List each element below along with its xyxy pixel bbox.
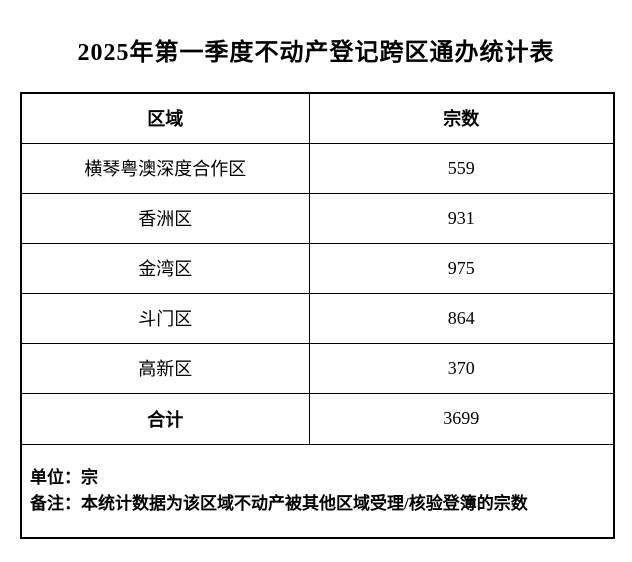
table-row: 高新区 370 <box>20 342 615 394</box>
unit-note: 单位：宗 <box>30 467 98 487</box>
table-total-row: 合计 3699 <box>20 392 615 445</box>
total-count-cell: 3699 <box>308 392 615 445</box>
stats-table: 区域 宗数 横琴粤澳深度合作区 559 香洲区 931 金湾区 975 斗门区 … <box>20 92 615 539</box>
table-row: 横琴粤澳深度合作区 559 <box>20 142 615 194</box>
header-region: 区域 <box>20 92 310 144</box>
total-label-cell: 合计 <box>20 392 310 445</box>
count-cell: 370 <box>308 342 615 394</box>
region-cell: 斗门区 <box>20 292 310 344</box>
region-cell: 横琴粤澳深度合作区 <box>20 142 310 194</box>
region-cell: 金湾区 <box>20 242 310 294</box>
table-row: 金湾区 975 <box>20 242 615 294</box>
count-cell: 975 <box>308 242 615 294</box>
header-count: 宗数 <box>308 92 615 144</box>
region-cell: 高新区 <box>20 342 310 394</box>
remark-note: 备注：本统计数据为该区域不动产被其他区域受理/核验登簿的宗数 <box>30 493 528 513</box>
table-row: 香洲区 931 <box>20 192 615 244</box>
region-cell: 香洲区 <box>20 192 310 244</box>
count-cell: 864 <box>308 292 615 344</box>
table-notes-row: 单位：宗 备注：本统计数据为该区域不动产被其他区域受理/核验登簿的宗数 <box>20 443 615 539</box>
table-header-row: 区域 宗数 <box>20 92 615 144</box>
page-title: 2025年第一季度不动产登记跨区通办统计表 <box>77 40 555 66</box>
notes-cell: 单位：宗 备注：本统计数据为该区域不动产被其他区域受理/核验登簿的宗数 <box>20 443 615 539</box>
count-cell: 931 <box>308 192 615 244</box>
count-cell: 559 <box>308 142 615 194</box>
table-row: 斗门区 864 <box>20 292 615 344</box>
